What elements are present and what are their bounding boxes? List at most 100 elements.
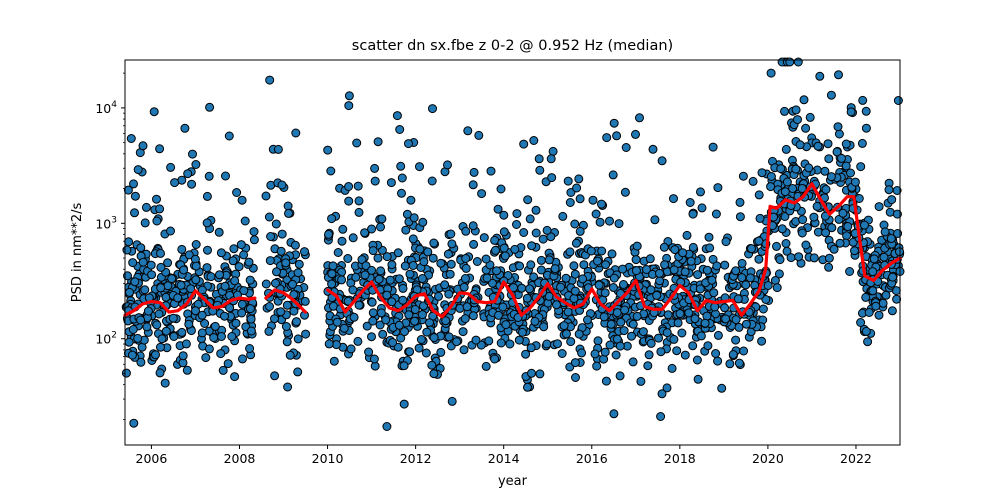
scatter-point — [737, 273, 747, 283]
scatter-point — [339, 323, 349, 333]
scatter-point — [525, 284, 534, 294]
x-axis: 2006 2008 2010 2012 2014 2016 2018 2020 2022 — [136, 445, 872, 466]
scatter-point — [220, 311, 229, 321]
scatter-point — [300, 296, 310, 306]
scatter-point — [346, 344, 356, 354]
scatter-point — [455, 303, 465, 313]
scatter-point — [887, 306, 897, 316]
scatter-point — [606, 319, 616, 329]
scatter-point — [846, 168, 855, 178]
scatter-point — [888, 272, 898, 282]
scatter-point — [283, 382, 293, 392]
scatter-point — [324, 339, 334, 349]
scatter-point — [521, 349, 531, 359]
scatter-point — [228, 256, 238, 266]
scatter-point — [130, 191, 140, 201]
scatter-point — [460, 314, 470, 324]
scatter-point — [498, 302, 508, 312]
scatter-point — [785, 57, 795, 67]
scatter-point — [496, 184, 506, 194]
scatter-point — [791, 164, 801, 174]
scatter-point — [776, 164, 786, 174]
median-line — [123, 289, 257, 317]
scatter-point — [499, 210, 509, 220]
scatter-point — [705, 243, 715, 253]
scatter-point — [646, 285, 656, 295]
scatter-point — [360, 270, 370, 280]
scatter-point — [571, 373, 580, 382]
scatter-point — [782, 177, 792, 187]
scatter-point — [282, 337, 292, 347]
scatter-point — [327, 214, 337, 224]
scatter-point — [388, 338, 398, 347]
y-tick-label: 102 — [95, 331, 117, 347]
scatter-point — [265, 75, 275, 85]
scatter-point — [142, 322, 152, 332]
scatter-point — [570, 219, 580, 229]
scatter-point — [588, 195, 598, 205]
scatter-point — [494, 310, 503, 320]
scatter-point — [239, 250, 249, 260]
scatter-point — [224, 131, 234, 141]
scatter-point — [397, 173, 407, 183]
scatter-point — [129, 179, 138, 189]
scatter-point — [747, 244, 756, 254]
scatter-point — [167, 274, 177, 284]
scatter-point — [695, 284, 705, 294]
scatter-point — [293, 334, 303, 344]
scatter-point — [648, 144, 658, 154]
scatter-point — [575, 226, 585, 236]
scatter-point — [615, 371, 625, 381]
scatter-point — [522, 293, 532, 303]
scatter-point — [214, 227, 224, 237]
scatter-point — [812, 201, 822, 211]
scatter-point — [461, 226, 471, 236]
scatter-point — [602, 133, 612, 143]
scatter-point — [482, 273, 492, 283]
scatter-point — [293, 367, 303, 377]
scatter-point — [757, 168, 767, 178]
scatter-point — [670, 245, 680, 255]
scatter-point — [170, 178, 180, 188]
scatter-point — [301, 329, 311, 339]
scatter-point — [734, 322, 744, 332]
scatter-point — [161, 292, 171, 302]
scatter-point — [163, 258, 173, 268]
scatter-point — [631, 129, 640, 139]
scatter-point — [215, 270, 224, 280]
scatter-point — [795, 140, 805, 150]
scatter-point — [881, 290, 891, 300]
scatter-point — [677, 328, 687, 338]
scatter-point — [221, 171, 230, 181]
scatter-point — [525, 214, 535, 224]
scatter-point — [748, 176, 758, 186]
scatter-point — [728, 350, 738, 359]
scatter-point — [156, 248, 165, 258]
scatter-point — [594, 280, 604, 290]
scatter-point — [130, 277, 140, 287]
scatter-point — [155, 368, 165, 378]
scatter-point — [468, 180, 478, 190]
scatter-point — [421, 348, 431, 358]
scatter-point — [833, 122, 843, 132]
scatter-point — [484, 336, 494, 346]
scatter-point — [815, 71, 825, 81]
x-tick-label: 2022 — [840, 451, 872, 466]
scatter-point — [570, 269, 580, 279]
scatter-point — [344, 182, 354, 191]
scatter-point — [138, 141, 148, 151]
scatter-point — [293, 268, 303, 278]
scatter-point — [856, 318, 866, 327]
scatter-point — [166, 226, 175, 236]
scatter-point — [387, 260, 397, 270]
x-tick-label: 2012 — [400, 451, 432, 466]
scatter-point — [428, 253, 438, 263]
scatter-point — [678, 248, 688, 258]
x-tick-label: 2006 — [136, 451, 168, 466]
scatter-point — [713, 330, 723, 340]
scatter-point — [614, 219, 624, 229]
scatter-point — [414, 343, 424, 353]
scatter-point — [797, 228, 807, 238]
scatter-point — [264, 212, 274, 222]
